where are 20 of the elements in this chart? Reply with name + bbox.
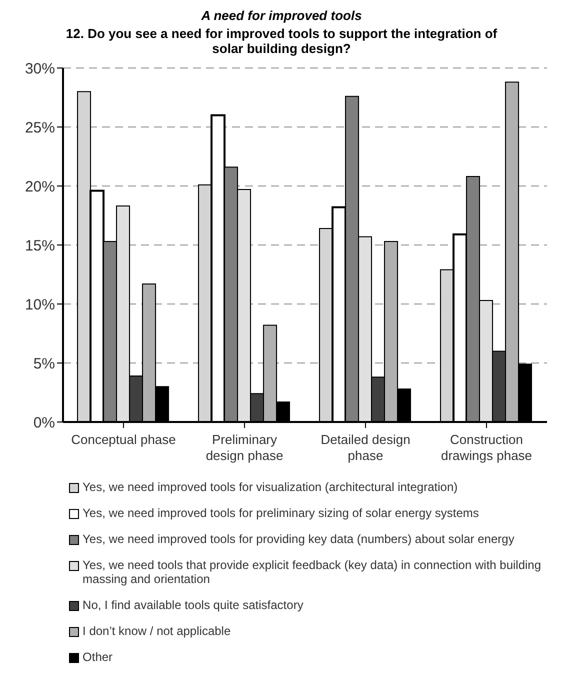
x-tick-label: Conceptual phase bbox=[71, 432, 176, 447]
y-tick-label: 10% bbox=[24, 296, 55, 314]
y-tick-label: 5% bbox=[33, 355, 55, 372]
x-tick-label: Detailed design phase bbox=[320, 432, 410, 463]
legend-label: No, I find available tools quite satisfactory bbox=[82, 598, 304, 612]
y-tick-label: 20% bbox=[24, 178, 55, 196]
legend-label: I don’t know / not applicable bbox=[82, 624, 231, 638]
legend-label: Other bbox=[82, 650, 113, 664]
x-tick-label: Preliminary design phase bbox=[206, 432, 284, 463]
x-tick-label: Construction drawings phase bbox=[440, 432, 532, 463]
chart-title: A need for improved tools bbox=[200, 8, 363, 23]
chart-subtitle: 12. Do you see a need for improved tools to support the integration of solar building design? bbox=[64, 26, 498, 56]
legend-label: Yes, we need tools that provide explicit feedback (key data) in connection with building massing and orientation bbox=[82, 558, 542, 586]
legend-label: Yes, we need improved tools for preliminary sizing of solar energy systems bbox=[82, 506, 479, 520]
y-tick-label: 15% bbox=[24, 237, 55, 254]
y-tick-label: 30% bbox=[24, 60, 55, 78]
y-tick-label: 25% bbox=[24, 119, 55, 136]
y-tick-label: 0% bbox=[33, 414, 55, 432]
legend-label: Yes, we need improved tools for providing key data (numbers) about solar energy bbox=[82, 532, 514, 546]
legend-label: Yes, we need improved tools for visualization (architectural integration) bbox=[82, 480, 458, 494]
